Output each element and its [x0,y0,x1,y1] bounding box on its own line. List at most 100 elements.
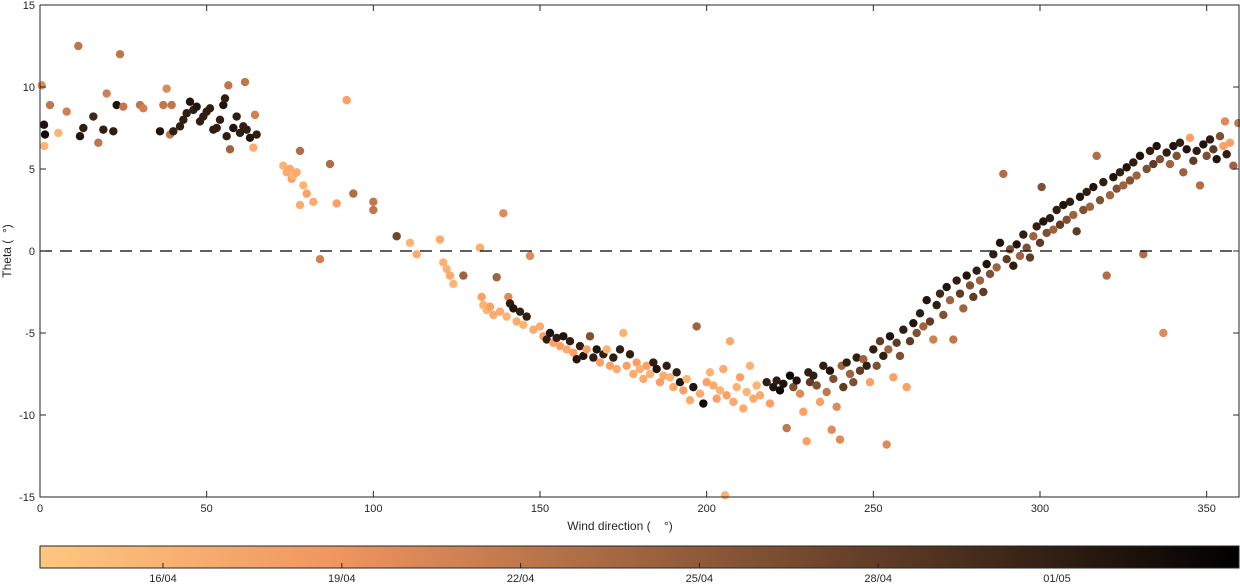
data-point [579,351,588,361]
data-point [672,368,681,377]
data-point [1037,182,1046,192]
data-point [412,250,421,259]
data-point [652,364,661,374]
data-point [252,130,261,139]
data-point [94,138,103,147]
data-point [582,345,591,354]
data-point [795,389,805,398]
data-point [62,107,71,116]
data-point [882,440,891,449]
data-point [720,491,730,500]
data-point [605,361,615,370]
data-point [1205,135,1215,144]
data-point [192,102,201,111]
data-point [972,266,981,275]
data-point [219,100,228,110]
data-point [1125,176,1135,185]
data-point [735,373,745,382]
data-point [689,382,698,392]
data-point [942,282,951,292]
data-point [615,345,625,354]
data-point [40,141,49,151]
data-point [1195,181,1205,190]
data-point [212,123,221,133]
data-point [1135,151,1145,161]
data-point [622,361,631,370]
data-point [905,337,915,346]
colorbar-ticks: 16/04 19/04 22/04 25/04 28/04 01/05 [149,563,1071,585]
data-point [879,351,888,361]
data-point [102,89,111,98]
data-point [732,382,741,392]
data-point [1142,164,1151,174]
data-point [585,332,595,341]
data-point [1042,228,1051,238]
data-point [869,345,878,354]
data-point [1162,148,1171,157]
data-point [74,41,83,51]
data-point [1105,191,1115,200]
data-point [969,292,978,302]
data-point [665,373,675,382]
data-point [572,355,581,364]
data-point [279,161,288,170]
data-point [685,396,695,405]
data-point [772,376,781,385]
data-point [525,251,535,261]
data-point [477,292,486,302]
data-point [1092,151,1101,161]
data-point [1189,156,1198,165]
data-point [865,378,875,387]
data-point [242,125,251,134]
data-point [1039,217,1048,226]
data-point [619,328,628,338]
data-point [592,345,601,354]
data-point [635,364,645,374]
data-point [225,145,235,154]
data-point [929,335,938,344]
data-point [205,104,215,113]
data-point [332,199,341,208]
data-point [962,271,971,280]
data-point [625,350,635,359]
data-point [1225,138,1235,147]
data-point [779,379,788,389]
data-point [1215,132,1225,141]
data-point [232,112,241,121]
data-point [112,100,121,110]
data-point [945,296,955,305]
data-point [475,243,485,252]
data-point [229,123,238,133]
data-point [325,159,335,169]
data-point [782,423,791,433]
data-point [989,250,998,259]
colorbar-tick-label: 28/04 [864,573,892,585]
data-point [595,358,605,367]
data-point [1035,238,1045,247]
data-point [675,378,685,387]
data-point [1132,171,1141,180]
data-point [302,189,311,198]
data-point [1069,210,1078,220]
x-tick-label: 200 [697,503,715,515]
data-point [39,120,49,129]
data-point [1202,151,1211,161]
data-point [485,302,495,311]
data-point [965,281,975,290]
data-point [295,200,305,210]
data-point [109,127,118,136]
data-point [459,271,468,280]
x-tick-label: 300 [1031,503,1049,515]
data-point [185,97,195,106]
data-point [799,407,808,416]
data-point [802,437,811,446]
data-point [935,289,945,298]
data-point [1025,253,1035,262]
data-point [982,259,991,269]
data-point [1072,227,1081,236]
data-point [1179,168,1188,177]
data-point [1172,151,1181,161]
data-point [629,369,638,379]
data-point [1085,202,1095,211]
data-point [809,371,818,380]
